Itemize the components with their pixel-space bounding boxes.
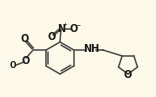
Text: O: O: [20, 33, 28, 43]
Text: O: O: [124, 70, 132, 80]
Text: +: +: [62, 22, 68, 27]
Text: O: O: [10, 61, 16, 71]
Text: O: O: [21, 56, 29, 66]
Text: N: N: [57, 24, 65, 34]
Text: −: −: [76, 22, 81, 27]
Text: O: O: [48, 32, 56, 42]
Text: NH: NH: [83, 45, 99, 55]
Text: O: O: [70, 24, 78, 34]
